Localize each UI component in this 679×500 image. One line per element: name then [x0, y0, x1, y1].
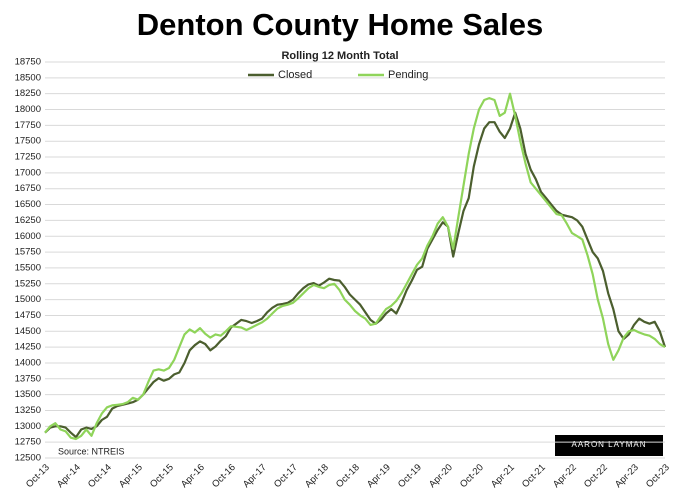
x-tick-label: Oct-16: [210, 462, 238, 490]
y-tick-label: 14750: [15, 310, 41, 321]
x-tick-label: Apr-14: [55, 462, 83, 490]
y-tick-label: 17000: [15, 167, 41, 178]
y-tick-label: 17250: [15, 152, 41, 163]
x-tick-label: Oct-15: [148, 462, 176, 490]
legend-label: Pending: [388, 69, 428, 81]
x-tick-label: Oct-14: [86, 462, 114, 490]
logo-box: [555, 435, 663, 456]
y-tick-label: 16000: [15, 231, 41, 242]
x-tick-label: Apr-17: [241, 462, 269, 490]
series-line: [44, 111, 667, 439]
y-tick-label: 16500: [15, 199, 41, 210]
y-tick-label: 16250: [15, 215, 41, 226]
y-tick-label: 13750: [15, 373, 41, 384]
y-tick-label: 14250: [15, 342, 41, 353]
series-line: [44, 92, 666, 441]
x-tick-label: Apr-19: [365, 462, 393, 490]
y-tick-label: 18000: [15, 104, 41, 115]
y-tick-label: 15250: [15, 278, 41, 289]
x-tick-label: Oct-13: [24, 462, 52, 490]
x-tick-label: Apr-20: [427, 462, 455, 490]
y-tick-label: 17750: [15, 120, 41, 131]
y-tick-label: 17500: [15, 136, 41, 147]
logo: AARON LAYMAN: [572, 440, 647, 449]
y-tick-label: 13500: [15, 389, 41, 400]
y-tick-label: 12500: [15, 453, 41, 464]
source-note: Source: NTREIS: [58, 446, 125, 456]
x-tick-label: Oct-21: [520, 462, 548, 490]
x-tick-label: Apr-23: [613, 462, 641, 490]
x-tick-label: Oct-18: [334, 462, 362, 490]
x-tick-label: Apr-16: [179, 462, 207, 490]
x-tick-label: Oct-22: [582, 462, 610, 490]
y-tick-label: 15750: [15, 247, 41, 258]
y-tick-label: 14500: [15, 326, 41, 337]
y-tick-label: 13000: [15, 421, 41, 432]
y-tick-label: 18250: [15, 88, 41, 99]
y-tick-label: 12750: [15, 437, 41, 448]
x-tick-label: Oct-19: [396, 462, 424, 490]
y-tick-label: 18500: [15, 72, 41, 83]
legend-label: Closed: [278, 69, 312, 81]
y-tick-label: 18750: [15, 57, 41, 68]
x-tick-label: Apr-21: [489, 462, 517, 490]
x-tick-label: Apr-15: [117, 462, 145, 490]
x-tick-label: Apr-22: [551, 462, 579, 490]
y-tick-label: 14000: [15, 357, 41, 368]
x-tick-label: Oct-23: [644, 462, 672, 490]
x-tick-label: Oct-20: [458, 462, 486, 490]
chart-title: Denton County Home Sales: [137, 7, 544, 42]
y-tick-label: 15000: [15, 294, 41, 305]
x-tick-label: Oct-17: [272, 462, 300, 490]
y-tick-label: 15500: [15, 262, 41, 273]
x-tick-label: Apr-18: [303, 462, 331, 490]
y-tick-label: 13250: [15, 405, 41, 416]
chart-subtitle: Rolling 12 Month Total: [281, 50, 398, 62]
y-tick-label: 16750: [15, 183, 41, 194]
